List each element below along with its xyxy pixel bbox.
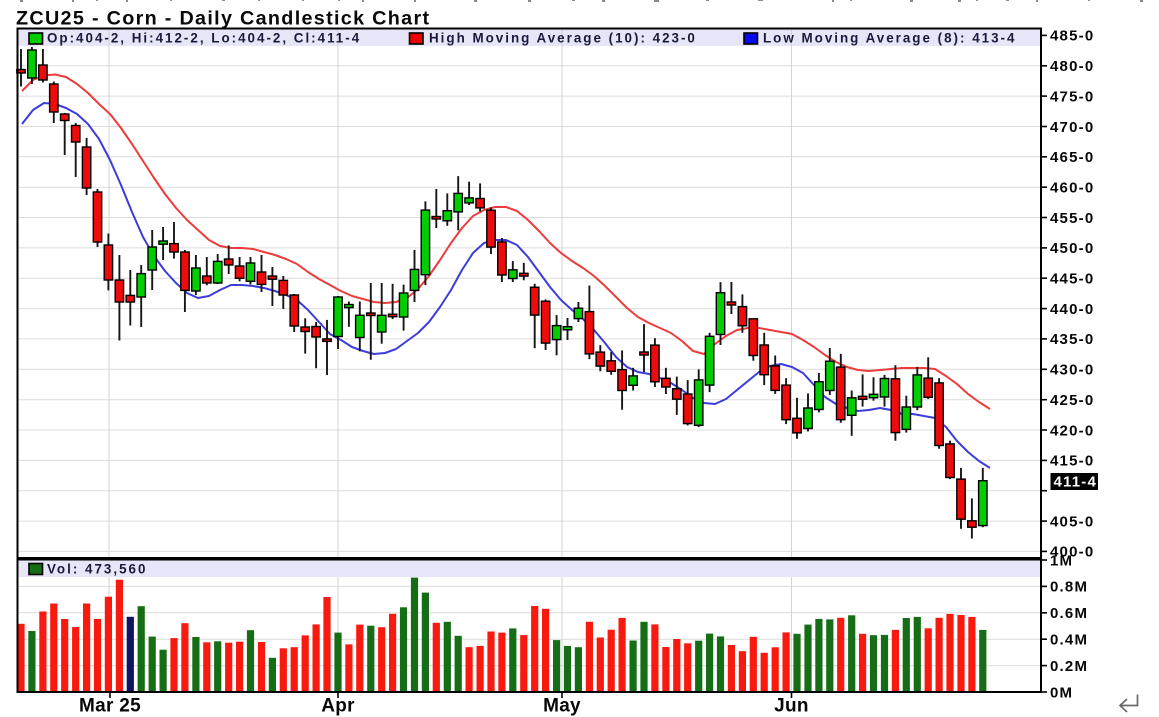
- svg-text:470-0: 470-0: [1050, 119, 1094, 136]
- svg-text:ZCU25 - Corn - Daily Candlesti: ZCU25 - Corn - Daily Candlestick Chart: [16, 7, 430, 29]
- svg-text:Apr: Apr: [321, 696, 355, 717]
- svg-text:High Moving Average (10): 423-: High Moving Average (10): 423-0: [429, 31, 697, 46]
- svg-text:May: May: [543, 696, 581, 717]
- svg-text:405-0: 405-0: [1050, 513, 1094, 530]
- svg-text:435-0: 435-0: [1050, 331, 1094, 348]
- svg-text:485-0: 485-0: [1050, 28, 1094, 45]
- svg-text:465-0: 465-0: [1050, 149, 1094, 166]
- svg-text:415-0: 415-0: [1050, 453, 1094, 470]
- svg-text:455-0: 455-0: [1050, 210, 1094, 227]
- svg-text:Op:404-2, Hi:412-2, Lo:404-2,: Op:404-2, Hi:412-2, Lo:404-2, Cl:411-4: [47, 31, 361, 46]
- svg-text:0M: 0M: [1050, 684, 1073, 701]
- svg-text:0.8M: 0.8M: [1050, 579, 1088, 596]
- svg-text:Jun: Jun: [774, 696, 809, 717]
- svg-text:480-0: 480-0: [1050, 58, 1094, 75]
- svg-text:0.4M: 0.4M: [1050, 632, 1088, 649]
- svg-text:Mar 25: Mar 25: [79, 696, 141, 717]
- svg-text:Low Moving Average (8): 413-4: Low Moving Average (8): 413-4: [763, 31, 1016, 46]
- svg-text:411-4: 411-4: [1054, 474, 1098, 491]
- svg-text:Vol: 473,560: Vol: 473,560: [47, 562, 147, 577]
- svg-text:400-0: 400-0: [1050, 544, 1094, 561]
- svg-text:430-0: 430-0: [1050, 362, 1094, 379]
- svg-text:0.2M: 0.2M: [1050, 658, 1088, 675]
- svg-text:440-0: 440-0: [1050, 301, 1094, 318]
- svg-text:425-0: 425-0: [1050, 392, 1094, 409]
- svg-text:475-0: 475-0: [1050, 88, 1094, 105]
- svg-text:460-0: 460-0: [1050, 180, 1094, 197]
- svg-text:445-0: 445-0: [1050, 271, 1094, 288]
- svg-text:450-0: 450-0: [1050, 240, 1094, 257]
- svg-text:420-0: 420-0: [1050, 422, 1094, 439]
- svg-text:0.6M: 0.6M: [1050, 605, 1088, 622]
- svg-text:1M: 1M: [1050, 552, 1073, 569]
